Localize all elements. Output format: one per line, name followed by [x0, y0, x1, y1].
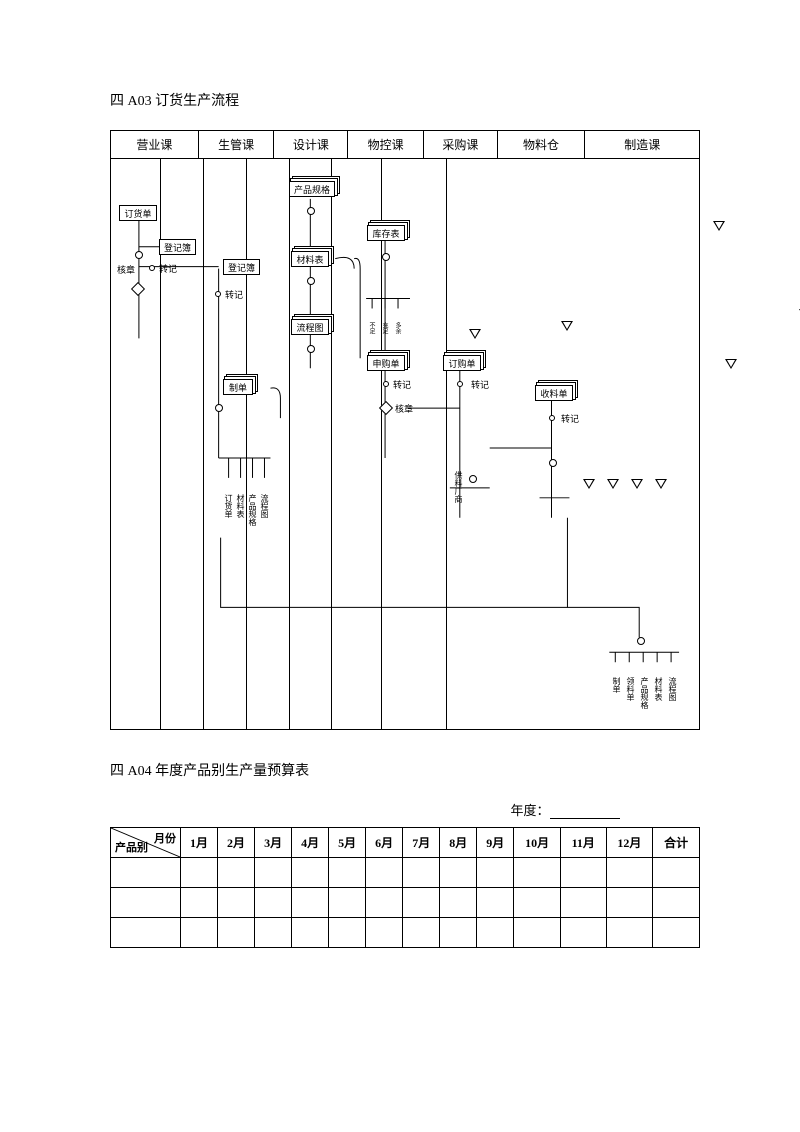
dot-4	[383, 381, 389, 387]
node-spec: 产品规格	[289, 181, 335, 197]
tri-2d	[631, 479, 643, 489]
budget-table: 月份 产品别 1月 2月 3月 4月 5月 6月 7月 8月 9月 10月 11…	[110, 827, 700, 948]
tri-2e	[655, 479, 667, 489]
lane-5: 物料仓	[498, 131, 586, 158]
bl2-1: 领料单	[625, 677, 636, 701]
flowchart-svg	[111, 159, 699, 729]
label-trans5: 转记	[561, 412, 579, 425]
node-mat: 材料表	[291, 251, 329, 267]
conn-3b	[307, 277, 315, 285]
month-2: 2月	[218, 828, 255, 858]
conn-6	[549, 459, 557, 467]
year-line: 年度：	[430, 800, 700, 819]
table-row	[111, 918, 700, 948]
bl1-0: 订货单	[223, 494, 234, 518]
header-row: 月份 产品别 1月 2月 3月 4月 5月 6月 7月 8月 9月 10月 11…	[111, 828, 700, 858]
month-9: 9月	[477, 828, 514, 858]
tri-2	[561, 321, 573, 331]
bl2-3: 材料表	[653, 677, 664, 701]
node-make: 制单	[223, 379, 253, 395]
conn-3a	[307, 207, 315, 215]
label-supplier: 供料厂商	[453, 471, 464, 503]
bl1-2: 产品规格	[247, 494, 258, 526]
bl2-2: 产品规格	[639, 677, 650, 709]
month-7: 7月	[403, 828, 440, 858]
month-4: 4月	[292, 828, 329, 858]
month-1: 1月	[181, 828, 218, 858]
bl1-1: 材料表	[235, 494, 246, 518]
lane-4: 采购课	[424, 131, 498, 158]
conn-2a	[215, 404, 223, 412]
label-trans4: 转记	[471, 378, 489, 391]
conn-1	[135, 251, 143, 259]
sl-0: 不足	[367, 322, 376, 334]
label-check: 核章	[117, 263, 135, 276]
month-12: 12月	[606, 828, 653, 858]
budget-body	[111, 858, 700, 948]
dot-1	[149, 265, 155, 271]
node-order: 订货单	[119, 205, 157, 221]
dot-6	[549, 415, 555, 421]
label-check2: 核章	[395, 402, 413, 415]
conn-3c	[307, 345, 315, 353]
lane-0: 营业课	[111, 131, 199, 158]
bl2-0: 制单	[611, 677, 622, 693]
lane-3: 物控课	[348, 131, 424, 158]
table-row	[111, 888, 700, 918]
diag-bottom: 产品别	[115, 839, 148, 855]
tri-3a	[713, 221, 725, 231]
table-row	[111, 858, 700, 888]
lanes-body: 订货单 登记簿 核章 转记 登记簿 转记 制单 订货单 材料表 产品规格 流程图…	[111, 159, 699, 729]
node-req: 申购单	[367, 355, 405, 371]
conn-4a	[382, 253, 390, 261]
lanes-header: 营业课 生管课 设计课 物控课 采购课 物料仓 制造课	[111, 131, 699, 159]
label-trans1: 转记	[159, 262, 177, 275]
bl1-3: 流程图	[259, 494, 270, 518]
label-trans2: 转记	[225, 288, 243, 301]
diag-top: 月份	[154, 830, 176, 846]
node-flow: 流程图	[291, 319, 329, 335]
a04-title: 四 A04 年度产品别生产量预算表	[110, 760, 700, 780]
month-10: 10月	[514, 828, 561, 858]
tri-3b	[725, 359, 737, 369]
dot-2	[215, 291, 221, 297]
label-trans3: 转记	[393, 378, 411, 391]
diag-header: 月份 产品别	[111, 828, 181, 858]
conn-5	[469, 475, 477, 483]
a03-title: 四 A03 订货生产流程	[110, 90, 700, 110]
node-po: 订购单	[443, 355, 481, 371]
year-blank[interactable]	[550, 805, 620, 819]
month-3: 3月	[255, 828, 292, 858]
total: 合计	[653, 828, 700, 858]
flowchart: 营业课 生管课 设计课 物控课 采购课 物料仓 制造课	[110, 130, 700, 730]
node-reg1: 登记簿	[159, 239, 196, 255]
tri-1	[469, 329, 481, 339]
node-reg2: 登记簿	[223, 259, 260, 275]
conn-7	[637, 637, 645, 645]
sl-2: 多余	[393, 322, 402, 334]
month-5: 5月	[329, 828, 366, 858]
month-8: 8月	[440, 828, 477, 858]
tri-2c	[607, 479, 619, 489]
bl2-4: 流程图	[667, 677, 678, 701]
node-recv: 收料单	[535, 385, 573, 401]
node-stock: 库存表	[367, 225, 405, 241]
year-label: 年度：	[510, 803, 549, 818]
month-6: 6月	[366, 828, 403, 858]
tri-2b	[583, 479, 595, 489]
month-11: 11月	[560, 828, 606, 858]
lane-2: 设计课	[274, 131, 348, 158]
lane-1: 生管课	[199, 131, 275, 158]
lane-6: 制造课	[585, 131, 699, 158]
sl-1: 充足	[380, 322, 389, 334]
dot-5	[457, 381, 463, 387]
